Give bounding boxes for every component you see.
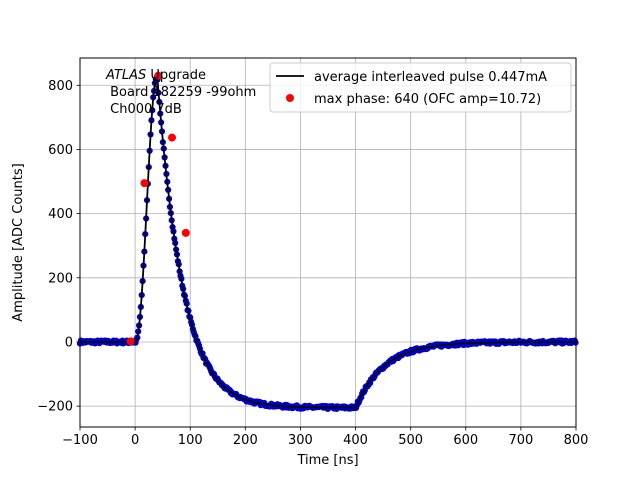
x-tick-label: 100 [178,433,203,448]
max-phase-point [168,133,177,142]
max-phase-point [126,337,135,346]
y-tick-label: 800 [48,79,73,94]
max-phase-point [154,71,163,80]
experiment-annotation: ATLAS Upgrade Board 182259 -99ohm Ch000 … [105,68,256,117]
x-axis-label: Time [ns] [296,453,358,468]
legend-entry-max-phase: max phase: 640 (OFC amp=10.72) [314,92,541,107]
x-tick-label: 200 [233,433,258,448]
y-tick-label: −200 [37,400,73,415]
max-phase-point [140,179,149,188]
x-tick-label: 800 [564,433,589,448]
annotation-atlas: ATLAS [105,68,146,83]
x-tick-label: 400 [343,433,368,448]
legend: average interleaved pulse 0.447mA max ph… [269,62,572,113]
annotation-upgrade: Upgrade [146,68,206,83]
x-tick-label: −100 [62,433,98,448]
y-tick-label: 200 [48,271,73,286]
max-phase-point [181,228,190,237]
x-tick-label: 300 [288,433,313,448]
x-tick-label: 500 [398,433,423,448]
x-tick-label: 600 [453,433,478,448]
x-tick-label: 0 [131,433,139,448]
y-tick-label: 600 [48,143,73,158]
plot-frame [79,57,577,428]
y-axis-label: Amplitude [ADC Counts] [11,163,26,321]
annotation-line-1: ATLAS Upgrade [105,68,206,83]
grid-lines [79,58,577,427]
annotation-line-2: Board 182259 -99ohm [106,85,256,100]
axis-ticks: −100 0 100 200 300 400 500 600 700 800 −200 0 200 400… [37,79,588,448]
legend-marker-swatch [286,94,294,102]
legend-box [269,62,572,113]
x-tick-label: 700 [508,433,533,448]
y-tick-label: 400 [48,207,73,222]
average-pulse-line [80,73,576,409]
annotation-line-3: Ch000 7dB [106,102,182,117]
data-layer [76,71,579,413]
legend-entry-average-pulse: average interleaved pulse 0.447mA [314,70,547,85]
y-tick-label: 0 [65,335,73,350]
